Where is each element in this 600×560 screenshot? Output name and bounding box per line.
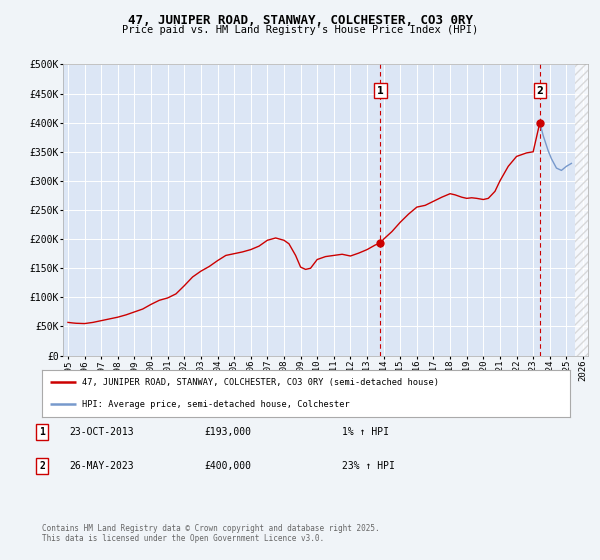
Text: 26-MAY-2023: 26-MAY-2023: [69, 461, 134, 471]
Text: 47, JUNIPER ROAD, STANWAY, COLCHESTER, CO3 0RY: 47, JUNIPER ROAD, STANWAY, COLCHESTER, C…: [128, 14, 473, 27]
Text: HPI: Average price, semi-detached house, Colchester: HPI: Average price, semi-detached house,…: [82, 400, 349, 409]
Text: 1: 1: [39, 427, 45, 437]
Text: Contains HM Land Registry data © Crown copyright and database right 2025.
This d: Contains HM Land Registry data © Crown c…: [42, 524, 380, 543]
Text: 1% ↑ HPI: 1% ↑ HPI: [342, 427, 389, 437]
Text: 47, JUNIPER ROAD, STANWAY, COLCHESTER, CO3 0RY (semi-detached house): 47, JUNIPER ROAD, STANWAY, COLCHESTER, C…: [82, 378, 439, 387]
Text: 23-OCT-2013: 23-OCT-2013: [69, 427, 134, 437]
Text: 2: 2: [536, 86, 543, 96]
Text: £193,000: £193,000: [204, 427, 251, 437]
Text: 23% ↑ HPI: 23% ↑ HPI: [342, 461, 395, 471]
Text: 2: 2: [39, 461, 45, 471]
Text: £400,000: £400,000: [204, 461, 251, 471]
Text: Price paid vs. HM Land Registry's House Price Index (HPI): Price paid vs. HM Land Registry's House …: [122, 25, 478, 35]
Text: 1: 1: [377, 86, 384, 96]
Bar: [575, 64, 588, 356]
